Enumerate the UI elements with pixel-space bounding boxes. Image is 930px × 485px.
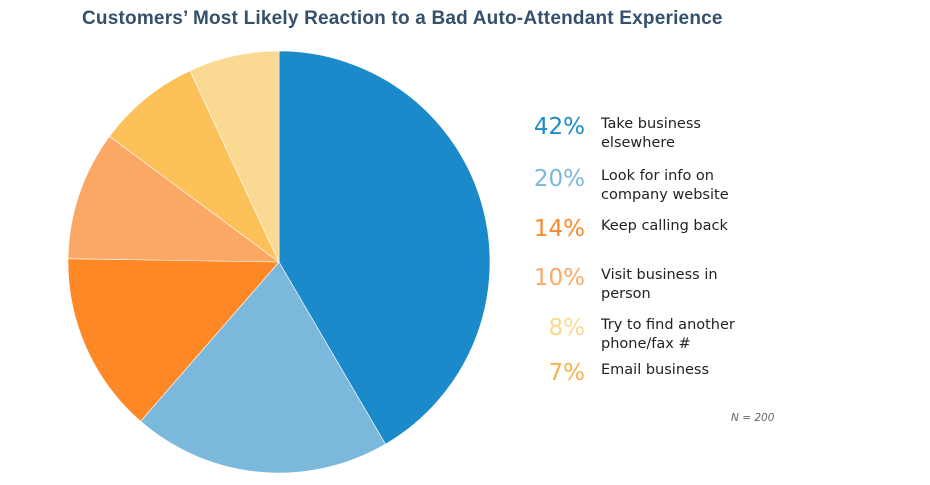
legend-label: Keep calling back	[601, 218, 728, 234]
pie-slice-1	[278, 50, 491, 445]
pie-slice-6	[189, 50, 280, 263]
pie-slice-2	[140, 261, 386, 474]
legend-label: Try to find another phone/fax #	[601, 317, 735, 352]
sample-size-note: N = 200	[731, 412, 775, 424]
pie-slices	[67, 50, 491, 474]
legend-percent: 7%	[548, 360, 586, 386]
legend-label: Look for info on company website	[601, 168, 729, 203]
legend-percent: 20%	[533, 166, 585, 192]
legend-percent: 8%	[548, 315, 586, 341]
legend-percent: 14%	[533, 216, 585, 242]
pie-slice-4	[67, 135, 280, 263]
legend-label: Email business	[601, 362, 710, 378]
legend-percent: 10%	[533, 265, 585, 291]
chart-title: Customers’ Most Likely Reaction to a Bad…	[82, 8, 723, 29]
legend-label: Visit business in person	[601, 267, 718, 302]
legend-percent: 42%	[533, 114, 585, 140]
pie-slice-3	[67, 258, 280, 422]
pie-slice-5	[109, 70, 280, 263]
legend-label: Take business elsewhere	[601, 116, 701, 151]
